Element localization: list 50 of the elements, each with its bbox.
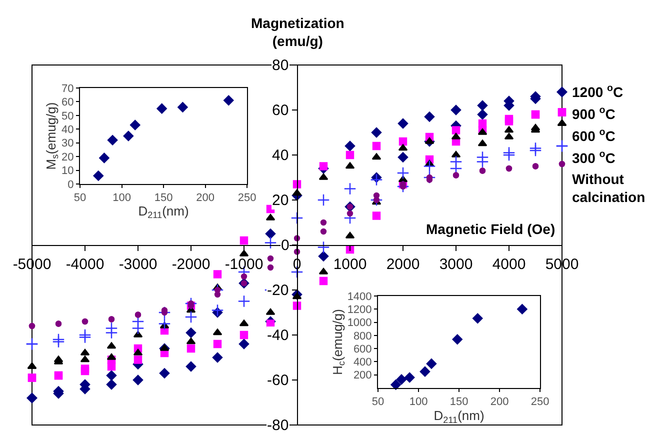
y-tick-label: 40 [62,124,74,136]
x-tick-label: 150 [450,396,468,408]
x-tick-label: 100 [112,192,131,204]
y-tick-label: -60 [267,372,289,389]
y-tick-label: 20 [62,151,74,164]
x-tick-label: -1000 [224,256,264,273]
y-tick-label: 1000 [347,317,372,330]
x-tick-label: 200 [196,192,214,204]
y-tick-label: 800 [353,330,372,342]
series-label: 600 $^{o}$C [572,127,616,144]
y-tick-label: -80 [267,417,289,434]
y-axis-title: Magnetization (emu/g) [251,15,344,50]
y-tick-label: 1400 [347,290,372,303]
x-tick-label: -2000 [172,256,210,273]
y-tick-label: 50 [62,110,74,122]
x-tick-label: 250 [530,396,550,408]
x-tick-label: 2000 [386,256,420,273]
x-axis-title: Magnetic Field (Oe) [426,221,556,237]
x-tick-label: 3000 [439,256,473,273]
x-axis-title: D$_{211}$(nm) [138,203,189,220]
y-tick-label: 0 [68,178,74,191]
y-tick-label: 40 [272,147,289,164]
y-tick-label: 1200 [347,304,372,316]
y-tick-label: 60 [62,96,74,109]
y-tick-label: 0 [281,237,290,254]
x-axis-title: D$_{211}$(nm) [434,408,484,425]
x-tick-label: 100 [409,396,428,408]
y-tick-label: 400 [353,356,372,369]
y-tick-label: 60 [272,102,289,119]
x-tick-label: 50 [74,192,86,204]
x-tick-label: 200 [490,396,509,408]
x-tick-label: 250 [238,192,256,204]
x-tick-label: -3000 [118,256,158,273]
x-tick-label: 150 [154,192,173,204]
y-tick-label: 10 [62,165,74,178]
y-tick-label: -20 [267,282,289,299]
y-tick-label: 30 [62,138,74,150]
y-tick-label: 80 [272,57,289,74]
y-tick-label: 70 [62,82,74,95]
y-tick-label: -40 [267,327,289,344]
y-tick-label: 200 [353,370,372,382]
series-label: Without calcination [572,171,646,206]
series-label: 900 $^{o}$C [572,105,616,122]
x-tick-label: 50 [372,396,384,408]
series-label: 1200 $^{o}$C [572,83,624,100]
y-tick-label: 20 [272,192,289,209]
y-tick-label: 600 [353,343,372,356]
x-tick-label: 4000 [492,256,526,273]
x-tick-label: -4000 [66,256,104,273]
series-label: 300 $^{o}$C [572,149,616,166]
